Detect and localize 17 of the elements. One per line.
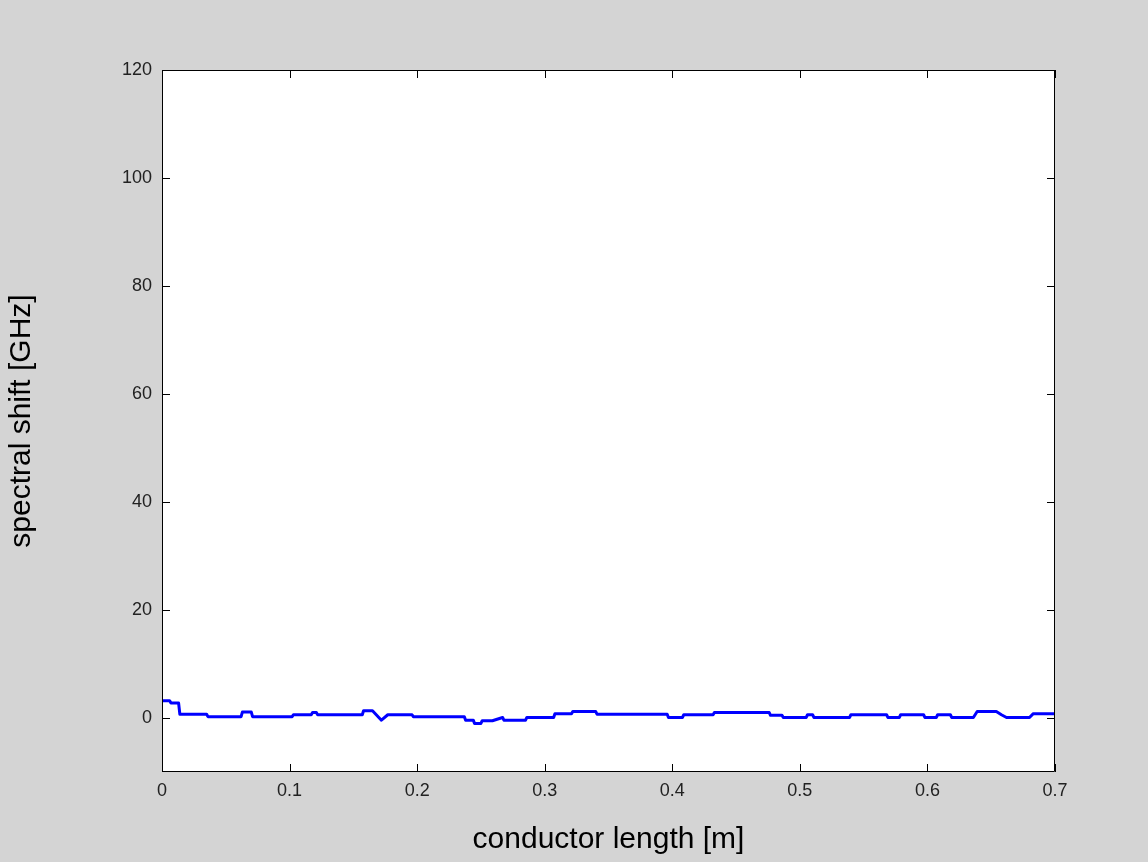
x-tick-label: 0.2 bbox=[404, 779, 430, 800]
y-tick-label: 0 bbox=[141, 706, 152, 727]
x-tick-label: 0.6 bbox=[914, 779, 940, 800]
y-tick-label: 20 bbox=[131, 598, 152, 619]
y-tick-label: 100 bbox=[121, 166, 152, 187]
x-tick-label: 0 bbox=[156, 779, 168, 800]
x-tick-label: 0.3 bbox=[532, 779, 558, 800]
y-tick-label: 60 bbox=[131, 382, 152, 403]
y-tick-label: 120 bbox=[121, 58, 152, 79]
x-tick-label: 0.4 bbox=[659, 779, 685, 800]
y-axis-title: spectral shift [GHz] bbox=[3, 294, 37, 548]
x-axis-title: conductor length [m] bbox=[472, 821, 745, 855]
x-tick-label: 0.7 bbox=[1042, 779, 1068, 800]
y-tick-label: 40 bbox=[131, 490, 152, 511]
x-tick-label: 0.1 bbox=[277, 779, 303, 800]
x-tick-label: 0.5 bbox=[787, 779, 813, 800]
y-tick-label: 80 bbox=[131, 274, 152, 295]
